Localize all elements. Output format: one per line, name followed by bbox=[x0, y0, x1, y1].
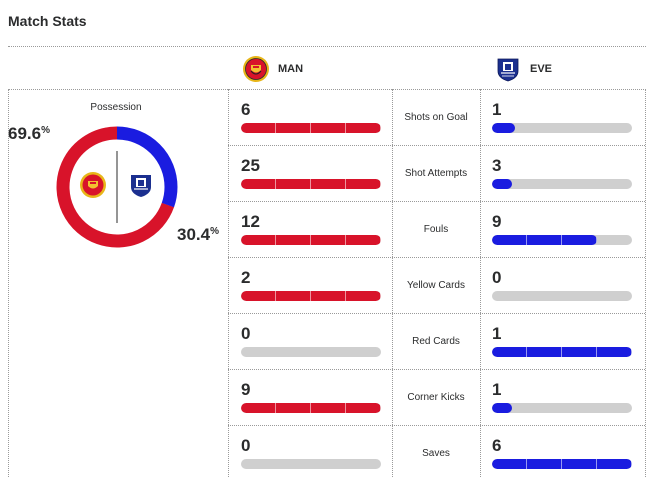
grid-divider-left bbox=[228, 89, 229, 477]
home-stat-value: 25 bbox=[241, 156, 260, 175]
possession-label: Possession bbox=[90, 102, 142, 113]
home-stat-bar-fill bbox=[241, 291, 381, 301]
title-divider bbox=[8, 46, 646, 47]
away-stat-bar-fill bbox=[492, 235, 597, 245]
home-crest-in-donut bbox=[80, 172, 106, 198]
away-stat-bar-fill bbox=[492, 403, 512, 413]
home-stat-value: 12 bbox=[241, 212, 260, 231]
away-stat-bar-fill bbox=[492, 123, 516, 133]
away-stat-bar bbox=[492, 235, 632, 245]
home-stat-bar bbox=[241, 235, 381, 245]
home-team-abbr: MAN bbox=[278, 63, 304, 75]
possession-left-edge bbox=[8, 89, 9, 477]
stat-label: Shot Attempts bbox=[404, 168, 468, 179]
home-stat-value: 0 bbox=[241, 436, 251, 455]
home-stat-bar bbox=[241, 123, 381, 133]
home-stat-bar bbox=[241, 179, 381, 189]
away-stat-bar-fill bbox=[492, 179, 512, 189]
away-possession-arc bbox=[56, 126, 178, 248]
stat-label: Corner Kicks bbox=[407, 392, 465, 403]
away-stat-value: 0 bbox=[492, 268, 502, 287]
stat-label: Red Cards bbox=[412, 336, 460, 347]
away-team-abbr: EVE bbox=[530, 63, 553, 75]
manchester-united-crest-icon bbox=[243, 56, 269, 82]
away-stat-value: 1 bbox=[492, 100, 502, 119]
away-stat-value: 3 bbox=[492, 156, 502, 175]
away-possession-percent: 30.4% bbox=[177, 225, 219, 244]
everton-crest-icon bbox=[497, 58, 519, 82]
away-stat-bar bbox=[492, 347, 632, 357]
away-team-header: EVE bbox=[494, 54, 552, 84]
away-stat-bar-fill bbox=[492, 459, 632, 469]
away-stat-bar bbox=[492, 291, 632, 301]
home-stat-bar bbox=[241, 459, 381, 469]
row-divider bbox=[228, 369, 645, 370]
away-stat-value: 1 bbox=[492, 324, 502, 343]
away-stat-value: 6 bbox=[492, 436, 502, 455]
away-crest-in-donut bbox=[131, 175, 151, 197]
home-stat-value: 9 bbox=[241, 380, 251, 399]
possession-donut-chart bbox=[56, 126, 178, 248]
home-stat-bar bbox=[241, 403, 381, 413]
away-stat-bar-fill bbox=[492, 347, 632, 357]
home-stat-value: 6 bbox=[241, 100, 251, 119]
home-stat-value: 0 bbox=[241, 324, 251, 343]
grid-divider-right bbox=[645, 89, 646, 477]
stat-label: Fouls bbox=[423, 224, 449, 235]
stat-label: Shots on Goal bbox=[404, 112, 468, 123]
home-stat-bar bbox=[241, 291, 381, 301]
stat-label: Saves bbox=[422, 448, 450, 459]
page-title: Match Stats bbox=[8, 13, 87, 29]
away-stat-value: 9 bbox=[492, 212, 502, 231]
row-divider bbox=[228, 313, 645, 314]
away-stat-value: 1 bbox=[492, 380, 502, 399]
row-divider bbox=[228, 257, 645, 258]
row-divider bbox=[228, 201, 645, 202]
home-stat-bar-fill bbox=[241, 123, 381, 133]
home-stat-bar-fill bbox=[241, 235, 381, 245]
home-stat-bar-fill bbox=[241, 179, 381, 189]
home-possession-percent: 69.6% bbox=[8, 124, 50, 143]
header-divider bbox=[8, 89, 646, 90]
away-stat-bar bbox=[492, 179, 632, 189]
home-stat-bar-fill bbox=[241, 403, 381, 413]
home-team-header: MAN bbox=[242, 54, 303, 84]
row-divider bbox=[228, 145, 645, 146]
row-divider bbox=[228, 425, 645, 426]
stat-label: Yellow Cards bbox=[407, 280, 465, 291]
grid-divider-mid-right bbox=[480, 89, 481, 477]
away-stat-bar bbox=[492, 459, 632, 469]
home-stat-value: 2 bbox=[241, 268, 251, 287]
away-stat-bar bbox=[492, 123, 632, 133]
away-stat-bar bbox=[492, 403, 632, 413]
grid-divider-mid-left bbox=[392, 89, 393, 477]
home-stat-bar bbox=[241, 347, 381, 357]
